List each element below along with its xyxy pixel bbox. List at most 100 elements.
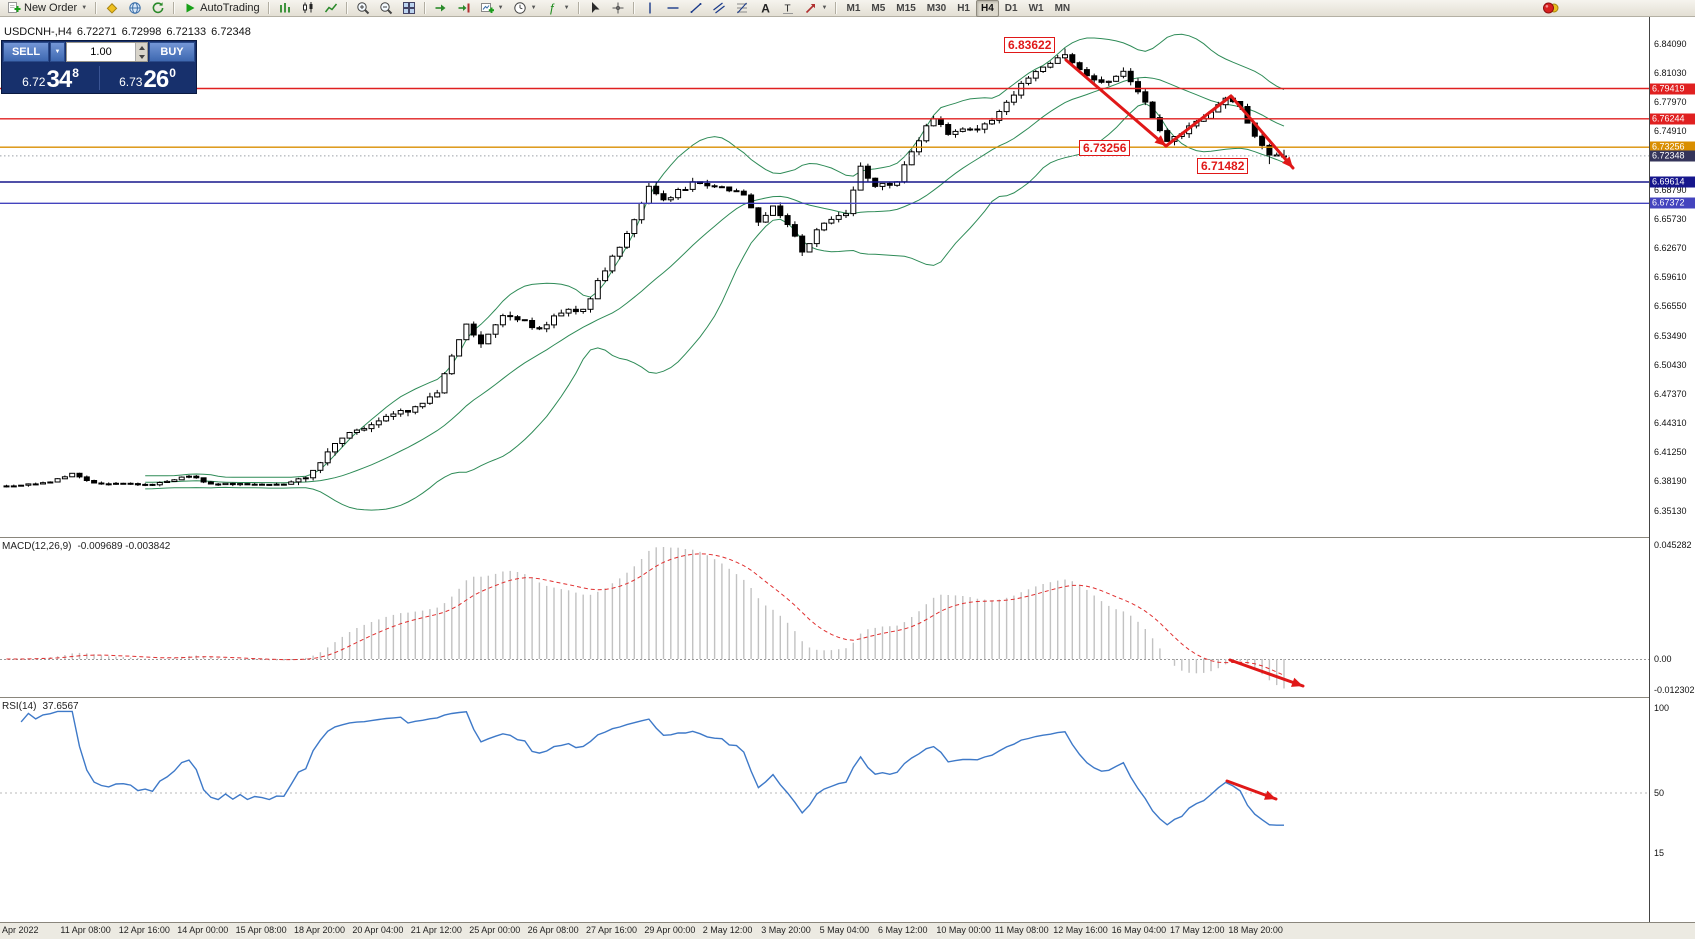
trend-arrow[interactable]: [1228, 658, 1305, 688]
toolbar-separator: [95, 2, 98, 14]
notification-icon[interactable]: [1543, 1, 1560, 15]
time-axis-label: 14 Apr 00:00: [177, 925, 229, 935]
trend-arrow-head: [1291, 677, 1303, 687]
text-button[interactable]: A: [754, 0, 776, 17]
bollinger-bands: [145, 33, 1285, 511]
panel-separator[interactable]: [0, 697, 1695, 699]
macd-name: MACD(12,26,9): [2, 541, 72, 552]
time-axis-label: 16 May 04:00: [1111, 925, 1167, 935]
trend-arrow[interactable]: [1064, 58, 1168, 148]
crosshair-icon: [611, 1, 625, 15]
time-axis-label: 12 May 16:00: [1053, 925, 1108, 935]
price-axis[interactable]: 6.84090 6.81030 6.77970 6.74910 6.68790 6.657…: [1649, 17, 1695, 922]
timeframe-h1-button[interactable]: H1: [957, 2, 970, 14]
auto-scroll-icon: [434, 1, 448, 15]
buy-button[interactable]: BUY: [149, 42, 195, 62]
price-axis-tick: 6.77970: [1654, 97, 1687, 107]
dropdown-caret-icon: ▼: [821, 5, 828, 11]
time-axis-label: 27 Apr 16:00: [586, 925, 638, 935]
label-icon: T: [781, 1, 795, 15]
candle-chart-icon: [301, 1, 315, 15]
time-axis-label: 25 Apr 00:00: [469, 925, 521, 935]
zoom-in-button[interactable]: [352, 0, 374, 17]
bb-lower-band: [145, 102, 1285, 511]
refresh-icon: [151, 1, 165, 15]
time-axis-label: 26 Apr 08:00: [527, 925, 579, 935]
zoom-in-icon: [356, 1, 370, 15]
cursor-button[interactable]: [584, 0, 606, 17]
timeframe-mn-button[interactable]: MN: [1054, 2, 1071, 14]
crosshair-button[interactable]: [607, 0, 629, 17]
candlestick-chart-button[interactable]: [297, 0, 319, 17]
profiles-button[interactable]: ▼: [509, 0, 541, 17]
trendline-button[interactable]: [685, 0, 707, 17]
trend-arrow[interactable]: [1164, 94, 1233, 148]
dropdown-caret-icon: ▼: [497, 5, 504, 11]
metaeditor-button[interactable]: [101, 0, 123, 17]
autotrading-button[interactable]: AutoTrading: [179, 0, 264, 17]
timeframe-m5-button[interactable]: M5: [871, 2, 886, 14]
up-arrow-icon: [138, 45, 145, 50]
arrows-button[interactable]: ▼: [800, 0, 832, 17]
timeframe-w1-button[interactable]: W1: [1028, 2, 1044, 14]
chart-canvas[interactable]: [0, 17, 1649, 922]
community-button[interactable]: [124, 0, 146, 17]
new-chart-icon: [480, 1, 494, 15]
text-label-button[interactable]: T: [777, 0, 799, 17]
fibonacci-button[interactable]: [731, 0, 753, 17]
line-chart-button[interactable]: [320, 0, 342, 17]
lot-size-box: [66, 42, 148, 62]
timeframe-d1-button[interactable]: D1: [1004, 2, 1018, 14]
lot-increase-button[interactable]: [136, 43, 147, 52]
text-icon: A: [758, 1, 772, 16]
trend-arrow[interactable]: [1229, 94, 1295, 170]
price-axis-tick: 6.59610: [1654, 272, 1687, 282]
sell-price-display[interactable]: 6.72 34 8: [2, 63, 99, 93]
vertical-line-button[interactable]: [639, 0, 661, 17]
lot-decrease-button[interactable]: [136, 52, 147, 61]
timeframe-h4-button[interactable]: H4: [976, 0, 999, 17]
order-options-dropdown[interactable]: ▼: [50, 42, 65, 62]
buy-price-point: 0: [169, 66, 176, 80]
indicators-button[interactable]: ƒ ▼: [542, 0, 574, 17]
buy-price-pips: 26: [143, 66, 169, 93]
vline-icon: [643, 1, 657, 15]
timeframe-m1-button[interactable]: M1: [846, 2, 861, 14]
timeframe-m30-button[interactable]: M30: [926, 2, 947, 14]
time-axis-label: 20 Apr 04:00: [352, 925, 404, 935]
time-axis-label: 18 May 20:00: [1228, 925, 1283, 935]
panel-separator[interactable]: [0, 537, 1695, 539]
new-order-button[interactable]: New Order ▼: [3, 0, 91, 17]
globe-icon: [128, 1, 142, 15]
auto-scroll-button[interactable]: [430, 0, 452, 17]
refresh-button[interactable]: [147, 0, 169, 17]
lot-size-input[interactable]: [67, 43, 135, 61]
ohlc-low: 6.72133: [166, 26, 207, 38]
price-marker-6.72348: 6.72348: [1650, 150, 1695, 162]
new-chart-button[interactable]: ▼: [476, 0, 508, 17]
tile-windows-button[interactable]: [398, 0, 420, 17]
svg-text:T: T: [784, 4, 790, 15]
tile-icon: [402, 1, 416, 15]
buy-price-display[interactable]: 6.73 26 0: [99, 63, 196, 93]
toolbar-separator: [267, 2, 270, 14]
autotrading-button-label: AutoTrading: [200, 2, 260, 14]
sell-button[interactable]: SELL: [3, 42, 49, 62]
rsi-value: 37.6567: [42, 701, 79, 712]
time-axis[interactable]: Apr 2022 11 Apr 08:00 12 Apr 16:00 14 Apr 0…: [0, 922, 1695, 939]
price-callout[interactable]: 6.71482: [1197, 158, 1249, 174]
time-axis-label: 2 May 12:00: [702, 925, 753, 935]
price-callout[interactable]: 6.83622: [1004, 37, 1056, 53]
equidistant-channel-button[interactable]: [708, 0, 730, 17]
horizontal-line-button[interactable]: [662, 0, 684, 17]
zoom-out-button[interactable]: [375, 0, 397, 17]
time-axis-label: 10 May 00:00: [936, 925, 991, 935]
timeframe-m15-button[interactable]: M15: [896, 2, 916, 14]
chart-shift-button[interactable]: [453, 0, 475, 17]
price-axis-tick: 6.81030: [1654, 68, 1687, 78]
bar-chart-button[interactable]: [274, 0, 296, 17]
rsi-scale-100: 100: [1654, 703, 1670, 713]
price-callout[interactable]: 6.73256: [1079, 140, 1131, 156]
